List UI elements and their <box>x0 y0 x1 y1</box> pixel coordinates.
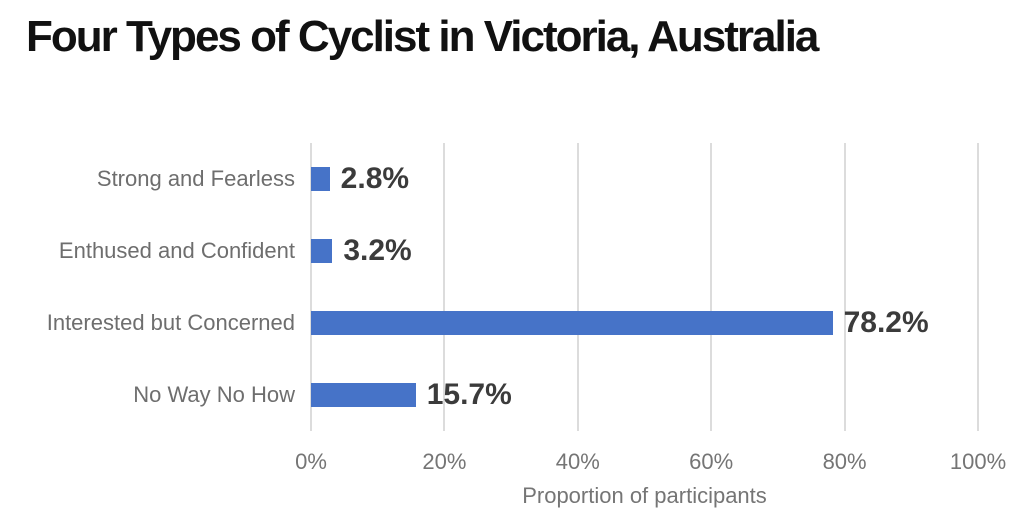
x-tick-label: 60% <box>689 449 734 474</box>
bar <box>311 167 330 191</box>
gridline-20% <box>443 143 446 431</box>
x-tick-label: 100% <box>949 449 1007 474</box>
gridline-40% <box>576 143 579 431</box>
x-tick-label: 20% <box>422 449 467 474</box>
x-tick-label: 40% <box>555 449 600 474</box>
category-label: Enthused and Confident <box>58 238 295 263</box>
value-label: 3.2% <box>343 234 412 267</box>
value-label: 78.2% <box>843 306 929 339</box>
category-label: Interested but Concerned <box>46 310 295 335</box>
gridline-60% <box>710 143 713 431</box>
category-label: No Way No How <box>133 382 295 407</box>
category-label: Strong and Fearless <box>96 166 295 191</box>
x-tick-label: 0% <box>295 449 327 474</box>
bar <box>311 311 833 335</box>
gridline-0% <box>310 143 312 431</box>
gridline-100% <box>977 143 979 431</box>
value-label: 2.8% <box>340 162 410 195</box>
bar <box>311 239 333 263</box>
x-tick-label: 80% <box>822 449 867 474</box>
gridline-80% <box>843 143 846 431</box>
value-label: 15.7% <box>426 378 512 411</box>
bar <box>311 383 416 407</box>
chart-title: Four Types of Cyclist in Victoria, Austr… <box>26 12 819 61</box>
x-axis-label: Proportion of participants <box>522 483 767 508</box>
plot-area <box>310 143 979 431</box>
